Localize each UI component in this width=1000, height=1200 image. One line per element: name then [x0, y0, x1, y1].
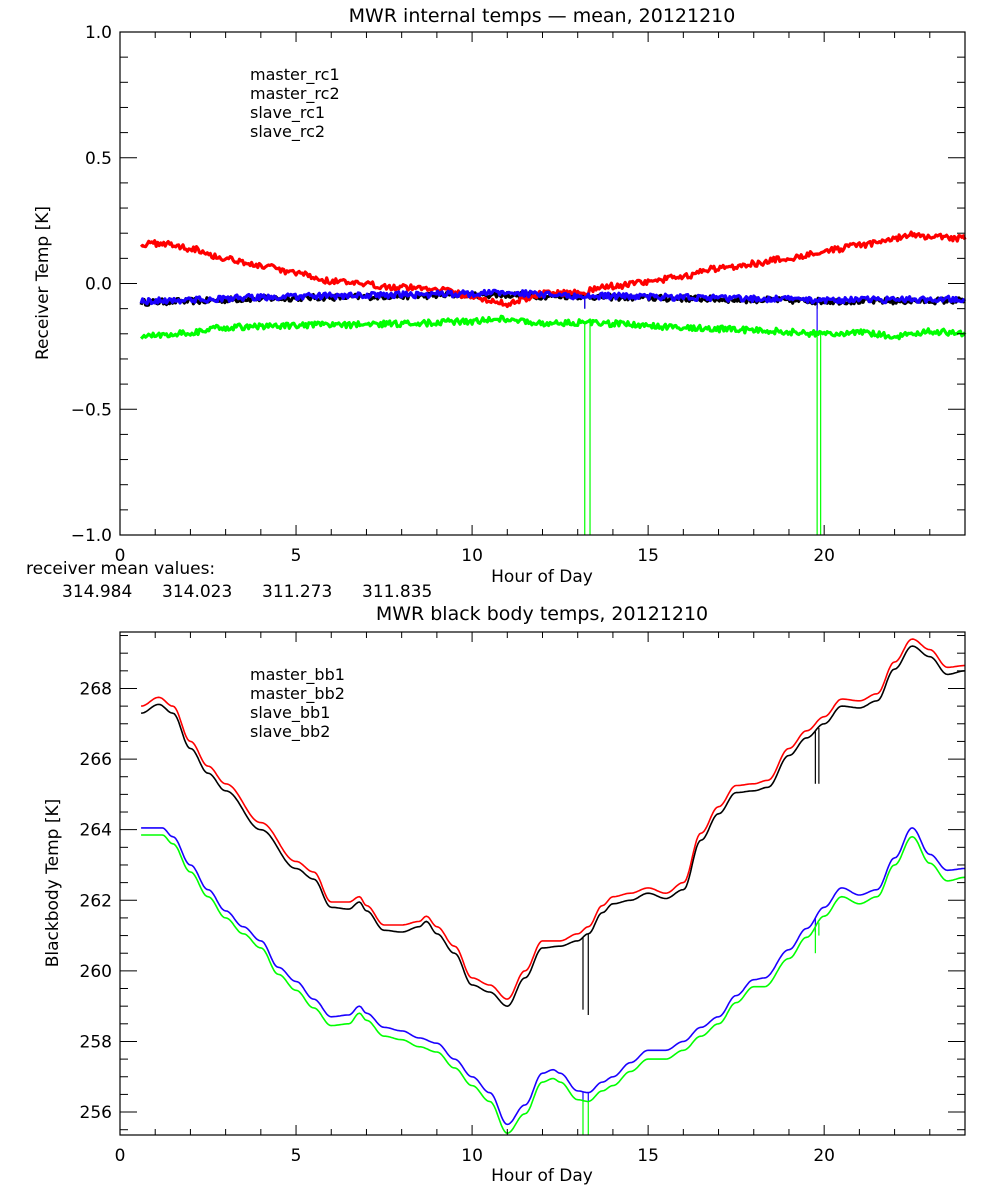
y-tick-label: −0.5: [71, 400, 112, 420]
chart-title: MWR internal temps — mean, 20121210: [349, 5, 736, 27]
x-tick-label: 20: [813, 1146, 835, 1166]
y-tick-label: 268: [80, 679, 112, 699]
x-tick-label: 5: [291, 1146, 302, 1166]
y-axis-label: Blackbody Temp [K]: [43, 799, 63, 968]
mean-value-slave-rc2: 311.835: [362, 582, 432, 602]
legend-entry-master-bb2: master_bb2: [250, 684, 345, 704]
y-tick-label: 258: [80, 1032, 112, 1052]
x-tick-label: 15: [637, 1146, 659, 1166]
y-tick-label: 264: [80, 821, 112, 841]
series-master-bb2: [141, 638, 966, 1000]
legend-entry-slave-rc2: slave_rc2: [250, 122, 325, 142]
series-slave-rc1-line: [139, 288, 967, 306]
legend-entry-slave-bb2: slave_bb2: [250, 722, 330, 742]
x-axis-label: Hour of Day: [491, 567, 593, 587]
y-tick-label: −1.0: [71, 526, 112, 546]
mean-value-slave-rc1: 311.273: [262, 582, 332, 602]
y-tick-label: 256: [80, 1103, 112, 1123]
x-tick-label: 20: [813, 546, 835, 566]
series-master-bb1: [140, 645, 966, 1015]
y-tick-label: 1.0: [85, 23, 112, 43]
series-slave-bb2-line: [141, 834, 966, 1134]
receiver-temp-chart: MWR internal temps — mean, 20121210 Rece…: [33, 5, 967, 587]
x-tick-label: 0: [115, 546, 126, 566]
x-tick-label: 15: [637, 546, 659, 566]
mean-value-master-rc2: 314.023: [162, 582, 232, 602]
series-master-bb1-line: [140, 645, 966, 1007]
chart-title: MWR black body temps, 20121210: [376, 603, 708, 625]
legend-entry-slave-bb1: slave_bb1: [250, 703, 330, 723]
x-axis-label: Hour of Day: [491, 1166, 593, 1186]
legend-entry-master-rc2: master_rc2: [250, 84, 340, 104]
series-master-bb2-line: [141, 638, 966, 1000]
series-slave-bb2: [141, 834, 966, 1135]
y-tick-label: 0.0: [85, 275, 112, 295]
y-tick-label: 260: [80, 962, 112, 982]
y-tick-label: 0.5: [85, 149, 112, 169]
legend-entry-master-bb1: master_bb1: [250, 665, 345, 685]
legend-entry-master-rc1: master_rc1: [250, 65, 340, 85]
series-slave-rc2-line: [139, 314, 967, 341]
receiver-mean-values: receiver mean values: 314.984 314.023 31…: [26, 559, 432, 602]
mean-value-master-rc1: 314.984: [62, 582, 132, 602]
series-slave-bb1-line: [141, 827, 965, 1126]
y-axis-label: Receiver Temp [K]: [33, 206, 53, 360]
y-tick-label: 262: [80, 891, 112, 911]
x-tick-label: 0: [115, 1146, 126, 1166]
series-slave-rc2: [139, 314, 967, 535]
legend-entry-slave-rc1: slave_rc1: [250, 103, 325, 123]
mean-values-label: receiver mean values:: [26, 559, 215, 579]
x-tick-label: 10: [461, 1146, 483, 1166]
blackbody-temp-chart: MWR black body temps, 20121210 Blackbody…: [43, 603, 966, 1186]
series-slave-rc1: [139, 288, 967, 332]
x-tick-label: 10: [461, 546, 483, 566]
y-tick-label: 266: [80, 750, 112, 770]
x-tick-label: 5: [291, 546, 302, 566]
